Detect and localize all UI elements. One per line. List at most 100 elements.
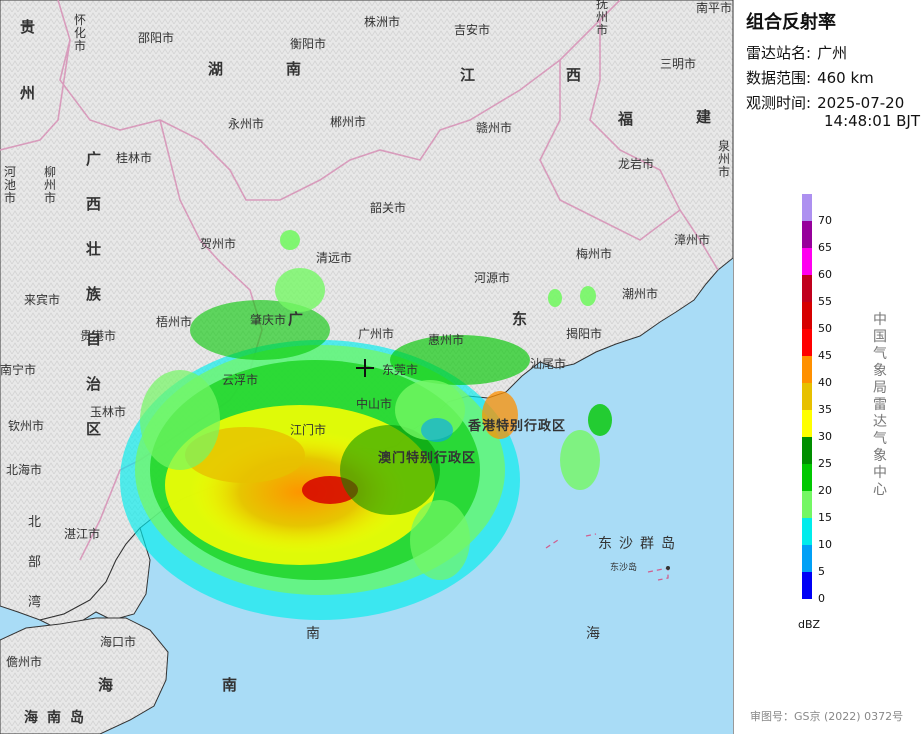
map-canvas[interactable]: 贵州湖南江西福 建广西壮族自治区广 东海南岛北部湾南 海海 南怀化市邵阳市 衡阳市株洲市吉… (0, 0, 733, 734)
radar-echoes (120, 230, 612, 620)
info-panel: 组合反射率 雷达站名: 广州 数据范围: 460 km 观测时间: 2025-07-2… (734, 0, 924, 734)
legend-tick-label: 70 (818, 214, 832, 227)
legend-swatch (802, 572, 812, 599)
city-label: 潮州市 (622, 286, 658, 301)
city-label: 河源市 (474, 270, 510, 285)
time-clock: 14:48:01 BJT (824, 112, 921, 130)
city-label: 河 (4, 165, 16, 179)
city-label: 北海市 (6, 462, 42, 477)
city-label: 市 (44, 190, 56, 205)
province-label: 治 (86, 375, 101, 393)
sea-label: 南 (222, 676, 237, 694)
legend-swatch (802, 437, 812, 464)
legend-swatch (802, 329, 812, 356)
radar-map[interactable]: 贵州湖南江西福建广西壮族自治区广东海南岛北部湾南海海南怀化市邵阳市 衡阳市 株洲市吉… (0, 0, 734, 734)
hainan-island (0, 617, 169, 734)
legend-tick-label: 5 (818, 565, 825, 578)
province-label: 西 (86, 195, 101, 213)
city-label: 柳 (44, 165, 56, 179)
city-label: 州 (718, 152, 730, 166)
sea-label: 海 (586, 626, 600, 642)
city-label: 玉林市 (90, 404, 126, 419)
legend-tick-label: 30 (818, 430, 832, 443)
city-label: 抚 (596, 0, 608, 11)
province-label: 建 (696, 108, 712, 126)
legend-swatch (802, 194, 812, 221)
legend-swatch (802, 275, 812, 302)
city-label: 钦州市 (8, 418, 44, 433)
city-label: 来宾市 (24, 292, 60, 307)
city-label: 清远市 (316, 250, 352, 265)
city-label: 贵港市 (80, 328, 116, 343)
city-label: 衡阳市 (290, 36, 326, 51)
color-legend (802, 194, 812, 599)
province-label: 西 (566, 66, 581, 84)
legend-swatch (802, 221, 812, 248)
city-label: 南平市 (696, 0, 732, 15)
time-label: 观测时间: (746, 94, 812, 112)
legend-tick-label: 65 (818, 241, 832, 254)
station-row: 雷达站名: 广州 (746, 42, 847, 63)
legend-tick-label: 55 (818, 295, 832, 308)
city-label: 泉 (718, 139, 730, 153)
city-label: 漳州市 (674, 232, 710, 247)
legend-tick-label: 15 (818, 511, 832, 524)
province-label: 东 (512, 310, 527, 328)
legend-tick-label: 35 (818, 403, 832, 416)
range-value: 460 km (817, 69, 874, 87)
dongsha-boundary (545, 533, 669, 581)
legend-swatch (802, 356, 812, 383)
legend-swatch (802, 518, 812, 545)
city-label: 中山市 (356, 396, 392, 411)
legend-swatch (802, 545, 812, 572)
map-labels: 贵州湖南江西福 建广西壮族自治区广 东海南岛北部湾南 海海 南怀化市邵阳市 衡阳市株洲市吉… (0, 0, 732, 726)
region-label: 香港特别行政区 (467, 418, 566, 434)
legend-swatch (802, 302, 812, 329)
station-label: 雷达站名: (746, 44, 812, 62)
province-label: 州 (19, 84, 35, 102)
province-label: 海南岛 (24, 709, 93, 726)
city-label: 江门市 (290, 422, 326, 437)
station-value: 广州 (817, 44, 848, 62)
region-label: 澳门特别行政区 (378, 450, 476, 466)
city-label: 邵阳市 (138, 30, 174, 45)
city-label: 肇庆市 (250, 312, 286, 327)
city-label: 市 (718, 164, 730, 179)
city-label: 吉安市 (454, 22, 490, 37)
province-label: 广 (86, 150, 101, 168)
province-label: 江 (460, 66, 475, 84)
city-label: 市 (596, 22, 608, 37)
legend-tick-label: 60 (818, 268, 832, 281)
legend-tick-label: 10 (818, 538, 832, 551)
city-label: 海口市 (100, 634, 136, 649)
city-label: 州 (596, 10, 608, 24)
city-label: 株洲市 (364, 14, 400, 29)
city-label: 儋州市 (6, 654, 42, 669)
legend-tick-label: 50 (818, 322, 832, 335)
province-label: 族 (86, 285, 102, 303)
legend-tick-label: 0 (818, 592, 825, 605)
legend-tick-label: 45 (818, 349, 832, 362)
city-label: 三明市 (660, 56, 696, 71)
city-label: 怀 (74, 13, 86, 27)
province-label: 南 (286, 60, 301, 78)
legend-unit: dBZ (798, 618, 821, 631)
city-label: 湛江市 (64, 526, 100, 541)
city-label: 市 (74, 38, 86, 53)
city-label: 汕尾市 (530, 356, 566, 371)
legend-swatch (802, 464, 812, 491)
province-label: 区 (86, 420, 101, 438)
legend-tick-label: 25 (818, 457, 832, 470)
panel-title: 组合反射率 (746, 12, 836, 33)
province-label: 广 (288, 310, 303, 328)
time-row: 观测时间: 2025-07-20 (746, 92, 904, 113)
city-label: 赣州市 (476, 120, 512, 135)
sea-label: 北 (28, 515, 41, 530)
sea-label: 湾 (28, 594, 41, 610)
city-label: 南宁市 (0, 362, 36, 377)
province-label: 湖 (208, 60, 223, 78)
map-approval-number: 审图号：GS京 (2022) 0372号 (750, 710, 904, 723)
province-label: 贵 (20, 18, 35, 36)
radar-station-crosshair[interactable] (356, 359, 374, 377)
island-label: 东沙群岛 (598, 536, 682, 552)
